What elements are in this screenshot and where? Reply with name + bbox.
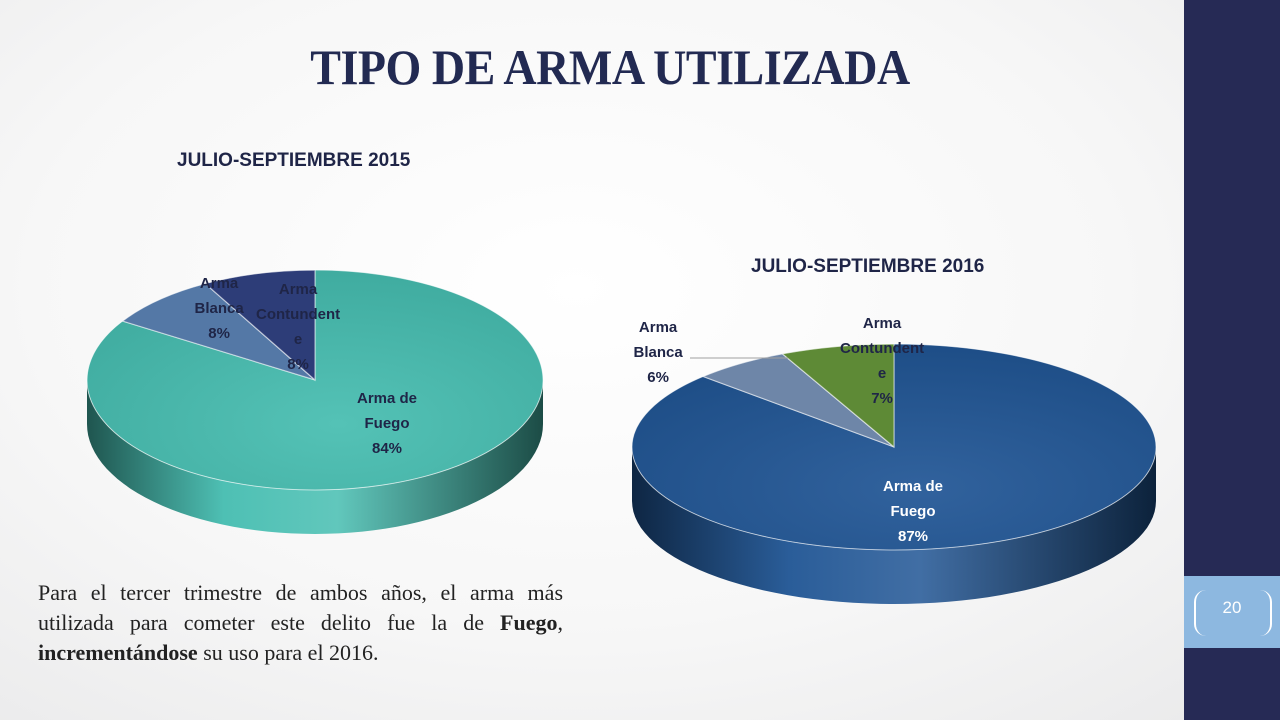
slice-arma-blanca-2015-label: Arma Blanca 8% [195, 271, 244, 346]
pie-side-wall-1 [632, 447, 1156, 604]
page-number-box [1184, 576, 1280, 648]
slice-arma-de-fuego-2015-label: Arma de Fuego 84% [357, 386, 417, 461]
summary-note: Para el tercer trimestre de ambos años, … [38, 578, 563, 668]
note-text-3: su uso para el 2016. [197, 640, 379, 665]
slice-name-line: e [877, 365, 887, 382]
slice-percent: 8% [208, 325, 230, 342]
note-text-2: , [557, 610, 564, 635]
slice-name-line: Arma [638, 319, 678, 336]
pie-rim-0 [86, 269, 544, 491]
slice-arma-contundente-2016-label: Arma Contundent e 7% [840, 311, 924, 411]
pie-side-wall-0 [87, 380, 543, 534]
slice-arma-blanca-2015 [121, 282, 316, 381]
pie-chart-2016 [631, 343, 1157, 604]
slice-name-line: Blanca [194, 300, 244, 317]
page-number-frame [1194, 590, 1272, 636]
slice-percent: 6% [647, 369, 669, 386]
slice-arma-contundente-2016 [781, 343, 895, 449]
slice-percent: 84% [372, 440, 403, 457]
slice-name-line: Arma de [883, 478, 944, 495]
slice-name-line: Contundent [840, 340, 925, 357]
note-bold-incrementandose: incrementándose [38, 640, 198, 665]
slice-name-line: Fuego [364, 415, 410, 432]
slice-name-line: e [293, 331, 303, 348]
slice-name-line: Blanca [633, 344, 683, 361]
pie-rim-1 [631, 343, 1157, 551]
note-text-1: Para el tercer trimestre de ambos años, … [38, 580, 563, 635]
chart-title-2016: JULIO-SEPTIEMBRE 2016 [751, 256, 985, 277]
page-number: 20 [1222, 598, 1242, 617]
slide-title: TIPO DE ARMA UTILIZADA [310, 39, 910, 95]
slice-arma-contundente-2015 [203, 269, 316, 382]
slice-name-line: Arma [278, 281, 318, 298]
chart-title-2015: JULIO-SEPTIEMBRE 2015 [177, 150, 411, 171]
slice-percent: 7% [871, 390, 893, 407]
slice-arma-blanca-2016-label: Arma Blanca 6% [634, 315, 683, 390]
slice-arma-contundente-2015-label: Arma Contundent e 8% [256, 277, 340, 377]
slice-arma-de-fuego-2016-label: Arma de Fuego 87% [883, 474, 943, 549]
slice-percent: 8% [287, 356, 309, 373]
slice-name-line: Arma [862, 315, 902, 332]
slice-percent: 87% [898, 528, 929, 545]
slice-name-line: Arma [199, 275, 239, 292]
note-bold-fuego: Fuego [500, 610, 558, 635]
slice-name-line: Fuego [890, 503, 936, 520]
pie-chart-2015 [86, 269, 544, 534]
slice-name-line: Arma de [357, 390, 418, 407]
slice-name-line: Contundent [256, 306, 341, 323]
